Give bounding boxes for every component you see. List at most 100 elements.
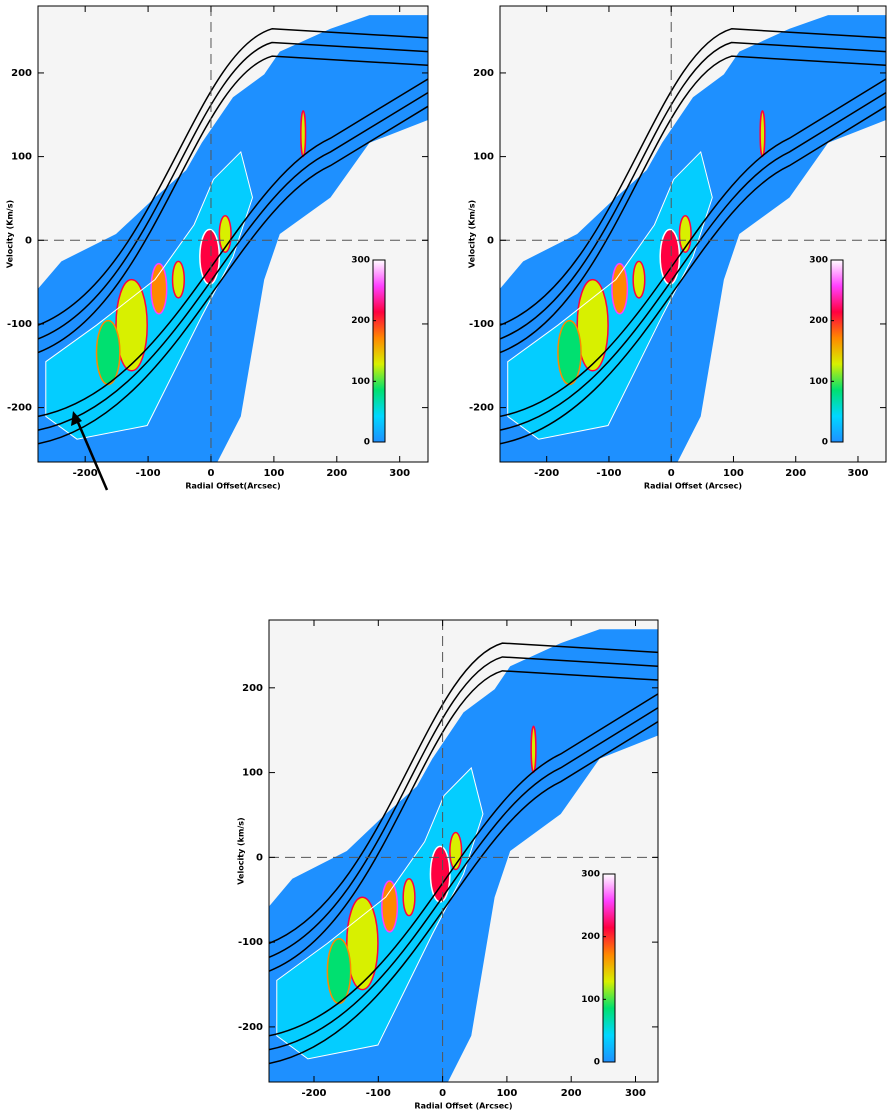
x-axis-label: Radial Offset (Arcsec) — [644, 482, 742, 491]
y-axis-label: Velocity (Km/s) — [468, 200, 477, 268]
y-tick-label: -200 — [238, 1022, 263, 1033]
x-tick-label: 300 — [389, 468, 410, 479]
colorbar-tick-label: 200 — [351, 316, 370, 326]
colorbar-tick-label: 100 — [581, 995, 600, 1005]
model-contour — [500, 28, 886, 326]
x-tick-label: 100 — [263, 468, 284, 479]
emission-peak — [759, 110, 766, 158]
model-contour — [269, 670, 658, 972]
x-tick-label: 300 — [848, 468, 869, 479]
model-contour — [500, 78, 886, 418]
contour — [507, 150, 713, 440]
pv-panel: -200 -100 0 100 200 300 -200 -100 0 100 200 Radial … — [6, 5, 429, 491]
model-contour — [269, 642, 658, 945]
x-tick-label: -200 — [301, 1088, 326, 1099]
emission-peak — [199, 228, 221, 285]
x-tick-label: 0 — [207, 468, 214, 479]
colorbar-tick-label: 0 — [594, 1058, 600, 1068]
plot-area — [269, 620, 658, 1082]
colorbar-tick-label: 200 — [809, 316, 828, 326]
y-tick-label: 100 — [473, 152, 494, 163]
emission-peak — [95, 319, 121, 386]
y-tick-label: 100 — [11, 152, 32, 163]
arrow — [75, 419, 109, 491]
x-axis-label: Radial Offset (Arcsec) — [414, 1102, 512, 1111]
emission-peak — [576, 278, 609, 372]
emission-peak — [659, 228, 681, 285]
colorbar — [602, 873, 616, 1063]
emission-peak — [115, 278, 148, 372]
x-tick-label: -100 — [136, 468, 161, 479]
x-tick-label: 200 — [561, 1088, 582, 1099]
emission-peak — [632, 260, 646, 299]
colorbar-tick-label: 300 — [809, 256, 828, 266]
colorbar-tick-label: 0 — [822, 438, 828, 448]
colorbar-tick-label: 300 — [351, 256, 370, 266]
y-tick-label: -100 — [469, 319, 494, 330]
colorbar — [830, 259, 844, 443]
plot-frame — [499, 5, 887, 463]
emission-peak — [326, 938, 352, 1005]
emission-peak — [402, 877, 416, 917]
model-contour — [269, 656, 658, 958]
emission-peak — [346, 896, 379, 991]
model-contour — [269, 721, 658, 1065]
model-contour — [269, 707, 658, 1051]
y-tick-label: 200 — [11, 68, 32, 79]
y-axis-label: Velocity (km/s) — [237, 817, 246, 884]
x-tick-label: -100 — [596, 468, 621, 479]
emission-peak — [557, 319, 582, 386]
y-tick-label: 0 — [256, 852, 263, 863]
x-tick-label: 0 — [439, 1088, 446, 1099]
arrow-head — [71, 411, 82, 426]
x-tick-label: 200 — [326, 468, 347, 479]
y-tick-label: -100 — [238, 937, 263, 948]
x-tick-label: -200 — [73, 468, 98, 479]
colorbar-tick-label: 300 — [581, 870, 600, 880]
emission-peak — [429, 845, 451, 903]
model-contour — [38, 78, 428, 418]
model-contour — [269, 693, 658, 1037]
emission-peak — [530, 725, 537, 774]
x-tick-label: 100 — [723, 468, 744, 479]
y-tick-label: 100 — [242, 768, 263, 779]
emission-peak — [300, 110, 307, 158]
y-tick-label: -100 — [7, 319, 32, 330]
x-tick-label: -200 — [534, 468, 559, 479]
model-contour — [500, 105, 886, 445]
emission-peak — [611, 262, 629, 315]
colorbar-tick-label: 100 — [809, 377, 828, 387]
plot-area — [500, 6, 886, 462]
model-contour — [500, 55, 886, 354]
emission-peak — [150, 262, 168, 315]
colorbar-tick-label: 0 — [364, 438, 370, 448]
y-tick-label: 200 — [473, 68, 494, 79]
x-tick-label: 0 — [668, 468, 675, 479]
y-tick-label: 0 — [487, 235, 494, 246]
emission-peak — [381, 880, 399, 933]
pv-panel: -200 -100 0 100 200 300 -200 -100 0 100 200 Radial … — [237, 619, 659, 1111]
x-tick-label: 100 — [496, 1088, 517, 1099]
model-contour — [38, 91, 428, 431]
pv-panel: -200 -100 0 100 200 300 -200 -100 0 100 200 Radial … — [468, 5, 887, 491]
x-axis-label: Radial Offset(Arcsec) — [185, 482, 280, 491]
colorbar-tick-label: 100 — [351, 377, 370, 387]
emission-peak — [171, 260, 185, 299]
colorbar — [372, 259, 386, 443]
model-contour — [500, 41, 886, 340]
y-tick-label: -200 — [469, 403, 494, 414]
y-axis-label: Velocity (Km/s) — [6, 200, 15, 268]
plot-frame — [37, 5, 429, 463]
contour — [276, 766, 484, 1060]
x-tick-label: -100 — [366, 1088, 391, 1099]
contour — [45, 150, 254, 440]
plot-area — [38, 6, 428, 462]
y-tick-label: 200 — [242, 683, 263, 694]
x-tick-label: 200 — [785, 468, 806, 479]
x-tick-label: 300 — [625, 1088, 646, 1099]
model-contour — [38, 28, 428, 326]
model-contour — [38, 55, 428, 354]
plot-frame — [268, 619, 659, 1083]
y-tick-label: 0 — [25, 235, 32, 246]
